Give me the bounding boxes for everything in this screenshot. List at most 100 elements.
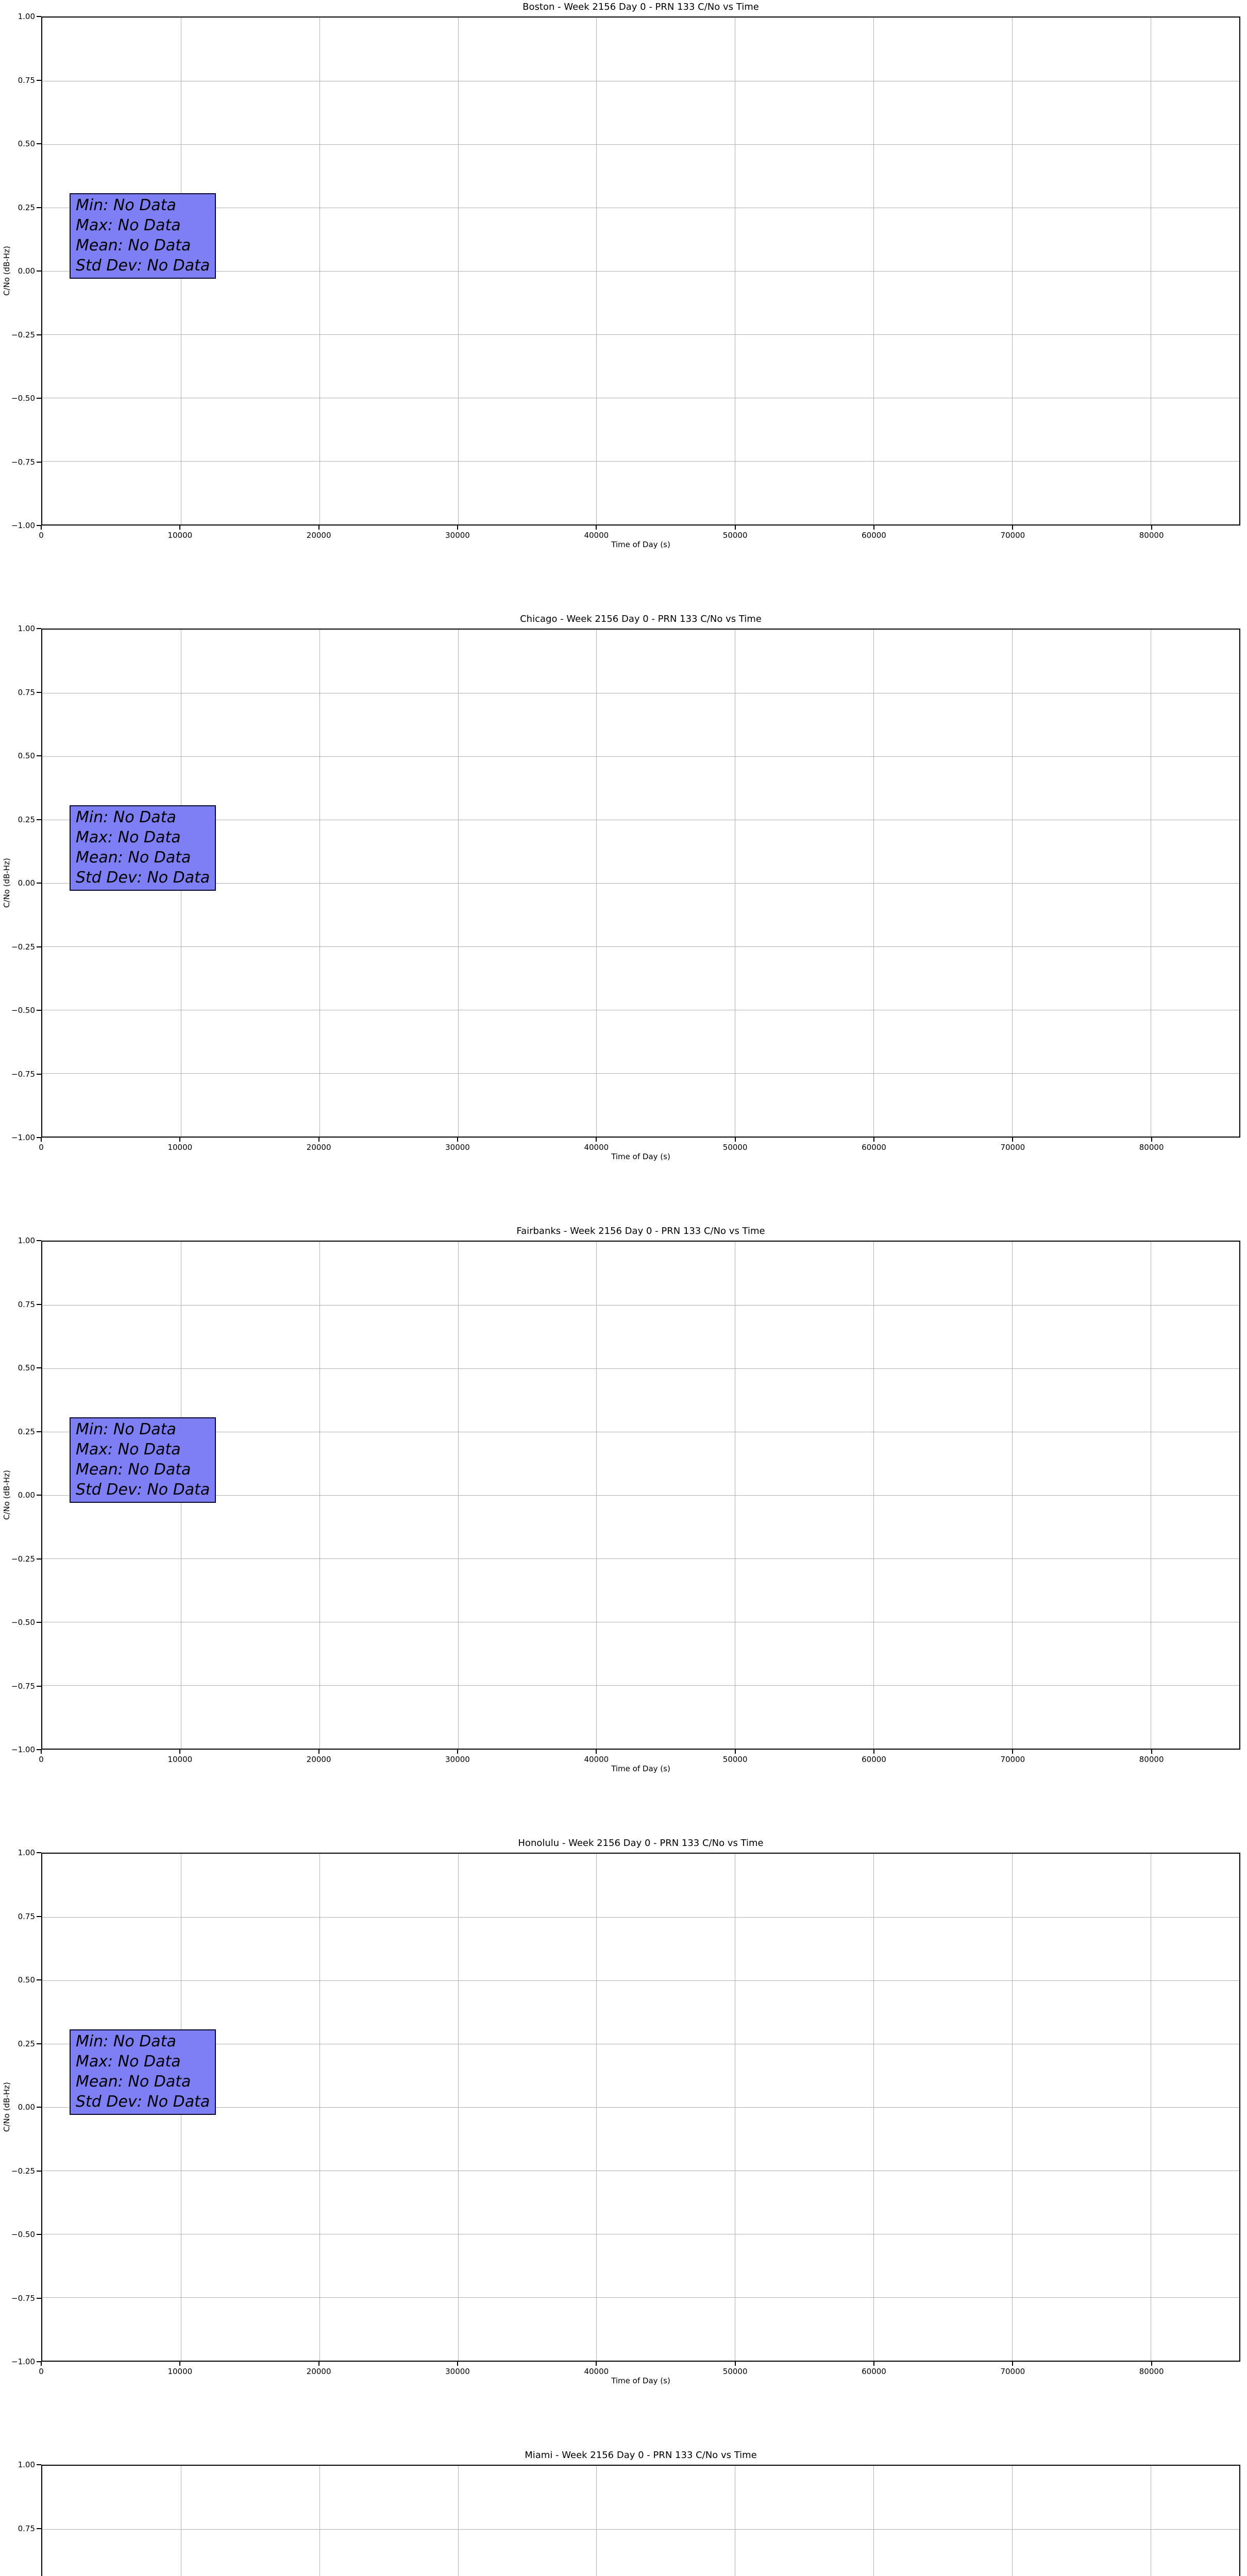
gridline-horizontal [42,271,1239,272]
chart-title: Fairbanks - Week 2156 Day 0 - PRN 133 C/… [516,1226,765,1236]
y-tick-mark [37,628,41,629]
x-tick-mark [318,526,319,530]
y-tick-mark [37,1431,41,1432]
x-tick-label: 20000 [306,1755,331,1764]
x-tick-mark [873,526,874,530]
x-tick-label: 30000 [445,1755,470,1764]
y-tick-mark [37,1685,41,1687]
gridline-vertical [873,2466,874,2576]
x-tick-mark [1151,1750,1152,1754]
y-tick-label: 0.00 [18,266,35,276]
x-tick-label: 50000 [722,531,748,540]
gridline-horizontal [42,946,1239,947]
stat-max: Max: No Data [76,828,181,846]
y-tick-marks [37,1852,41,2362]
y-tick-mark [37,755,41,756]
y-tick-label: 0.75 [18,1911,35,1921]
x-tick-mark [1151,2362,1152,2366]
gridline-horizontal [42,144,1239,145]
gridline-horizontal [42,1558,1239,1559]
y-tick-label: −0.25 [11,2166,35,2176]
y-tick-label: 1.00 [18,1848,35,1857]
x-tick-mark [873,1750,874,1754]
y-tick-label: −1.00 [11,521,35,530]
chart-title: Boston - Week 2156 Day 0 - PRN 133 C/No … [523,2,759,12]
gridline-horizontal [42,461,1239,462]
stats-annotation: Min: No Data Max: No Data Mean: No Data … [70,1417,216,1503]
x-tick-mark [179,2362,181,2366]
stats-annotation: Min: No Data Max: No Data Mean: No Data … [70,193,216,279]
x-tick-mark [1012,1138,1014,1142]
y-tick-label: −0.25 [11,942,35,952]
x-tick-label: 0 [39,1143,44,1152]
y-tick-label: −1.00 [11,2357,35,2366]
x-tick-mark [1012,1750,1014,1754]
x-tick-mark [41,1750,42,1754]
gridline-horizontal [42,1917,1239,1918]
x-tick-mark [596,1138,597,1142]
y-tick-label: 1.00 [18,1236,35,1245]
x-tick-marks [41,2362,1240,2366]
x-tick-label: 60000 [862,1143,886,1152]
x-tick-label: 80000 [1139,1143,1164,1152]
y-tick-marks [37,2464,41,2576]
x-tick-label: 50000 [722,1143,748,1152]
gridline-vertical [1012,2466,1013,2576]
y-tick-label: 0.50 [18,751,35,760]
chart-figure-honolulu: Honolulu - Week 2156 Day 0 - PRN 133 C/N… [0,1836,1247,2448]
x-tick-mark [41,2362,42,2366]
gridline-horizontal [42,334,1239,335]
gridline-vertical [319,2466,320,2576]
stat-mean: Mean: No Data [76,2073,191,2091]
x-axis-label: Time of Day (s) [611,1152,670,1161]
x-tick-label: 10000 [167,2367,193,2376]
x-tick-label: 0 [39,1755,44,1764]
x-tick-mark [41,1138,42,1142]
x-tick-marks [41,526,1240,530]
y-tick-mark [37,2234,41,2235]
y-tick-mark [37,1495,41,1496]
y-tick-mark [37,207,41,208]
y-tick-label: 0.25 [18,202,35,212]
gridline-horizontal [42,1305,1239,1306]
y-tick-label: 0.25 [18,815,35,824]
y-tick-mark [37,883,41,884]
stat-mean: Mean: No Data [76,1461,191,1479]
y-tick-label: 0.00 [18,1490,35,1500]
y-tick-label: −1.00 [11,1133,35,1142]
plot-area: Min: No Data Max: No Data Mean: No Data … [41,1241,1240,1750]
x-tick-labels: 0 10000 20000 30000 40000 50000 60000 70000 8000… [39,1755,1240,1764]
x-axis-label: Time of Day (s) [611,1764,670,1773]
gridline-horizontal [42,1685,1239,1686]
gridline-horizontal [42,1980,1239,1981]
y-tick-mark [37,1240,41,1241]
x-tick-label: 50000 [722,1755,748,1764]
x-tick-mark [734,1750,736,1754]
gridline-vertical [458,2466,459,2576]
y-tick-mark [37,461,41,463]
y-tick-marks [37,628,41,1138]
y-tick-label: 1.00 [18,12,35,21]
x-tick-label: 50000 [722,2367,748,2376]
y-tick-mark [37,1558,41,1560]
y-tick-labels: 1.000.750.500.250.00−0.25−0.50−0.75−1.00 [0,2460,35,2576]
gridline-horizontal [42,1073,1239,1074]
y-tick-label: 0.75 [18,687,35,697]
x-tick-label: 80000 [1139,1755,1164,1764]
y-tick-mark [37,1749,41,1750]
x-tick-mark [734,1138,736,1142]
stat-stddev: Std Dev: No Data [76,1481,210,1499]
x-tick-label: 20000 [306,1143,331,1152]
x-tick-label: 10000 [167,531,193,540]
x-tick-label: 10000 [167,1755,193,1764]
y-tick-mark [37,2464,41,2465]
x-tick-mark [318,1138,319,1142]
gridline-horizontal [42,2529,1239,2530]
y-tick-label: −0.50 [11,1618,35,1627]
y-tick-label: 0.75 [18,1299,35,1309]
chart-title: Honolulu - Week 2156 Day 0 - PRN 133 C/N… [518,1838,764,1849]
x-tick-labels: 0 10000 20000 30000 40000 50000 60000 70000 8000… [39,2367,1240,2376]
y-tick-mark [37,819,41,820]
x-tick-mark [734,2362,736,2366]
